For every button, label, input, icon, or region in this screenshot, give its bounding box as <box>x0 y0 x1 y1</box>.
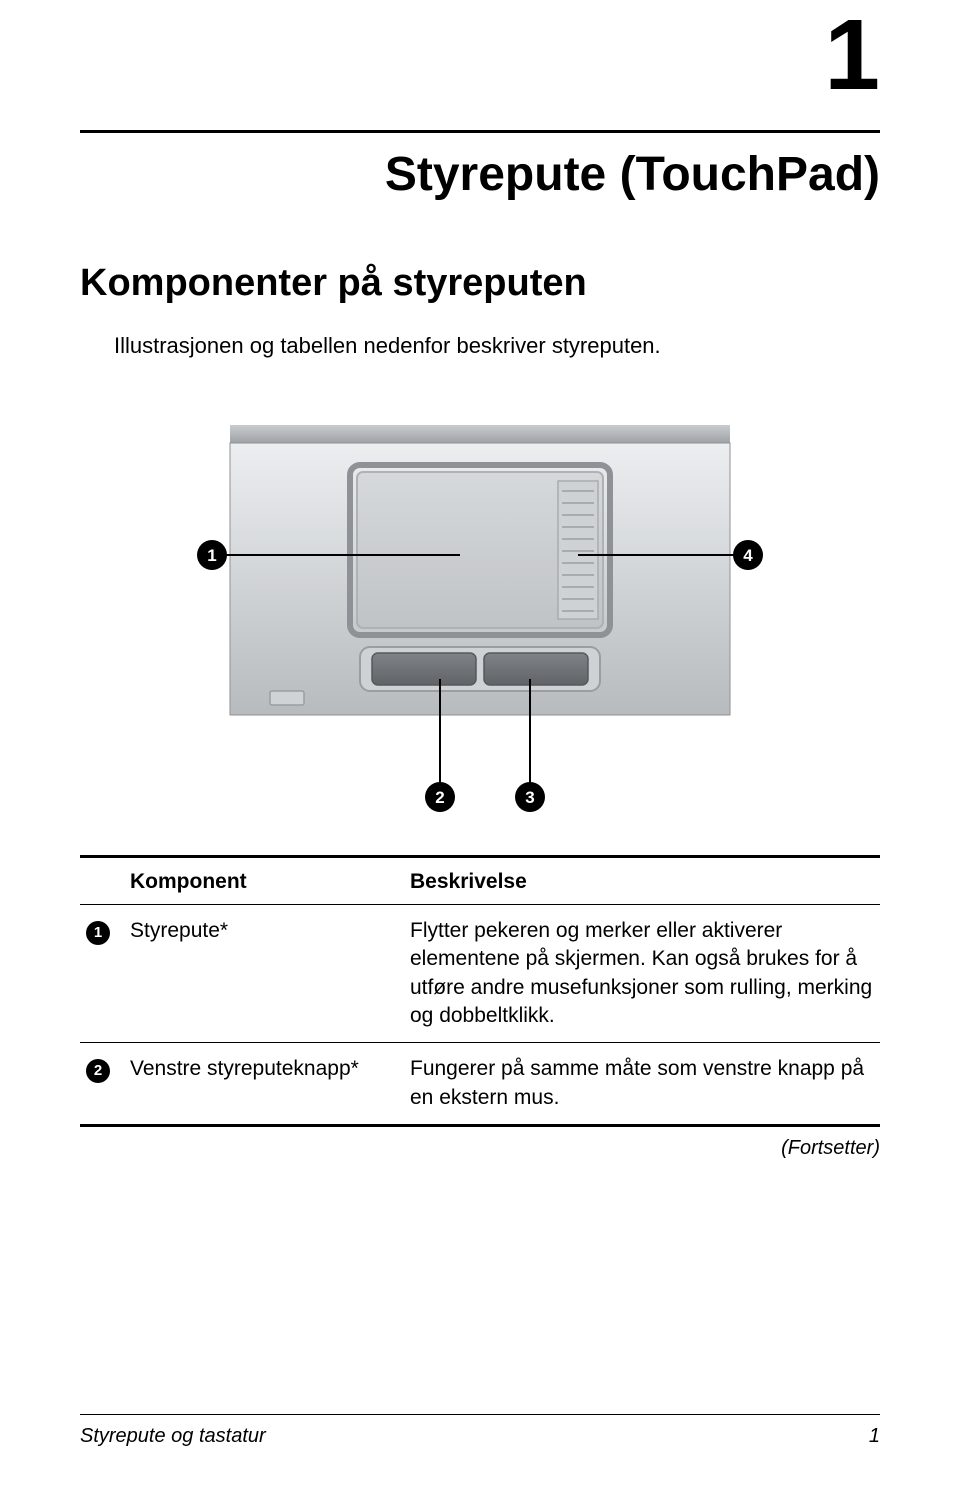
row-desc: Flytter pekeren og merker eller aktivere… <box>404 905 880 1043</box>
page-footer: Styrepute og tastatur 1 <box>80 1414 880 1448</box>
table-header-blank <box>80 858 124 905</box>
table-row: 1 Styrepute* Flytter pekeren og merker e… <box>80 905 880 1043</box>
touchpad-diagram: 1 4 2 3 <box>160 395 800 825</box>
section-intro: Illustrasjonen og tabellen nedenfor besk… <box>114 333 880 359</box>
row-name: Styrepute* <box>124 905 404 1043</box>
footer-rule <box>80 1414 880 1415</box>
table-header-description: Beskrivelse <box>404 858 880 905</box>
row-name: Venstre styreputeknapp* <box>124 1043 404 1126</box>
row-number-icon: 2 <box>86 1059 110 1083</box>
chapter-number: 1 <box>824 10 880 100</box>
table-row: 2 Venstre styreputeknapp* Fungerer på sa… <box>80 1043 880 1126</box>
footer-page-number: 1 <box>869 1425 880 1448</box>
chapter-title: Styrepute (TouchPad) <box>80 147 880 202</box>
svg-text:1: 1 <box>207 546 216 565</box>
footer-left: Styrepute og tastatur <box>80 1425 266 1448</box>
table-header-component: Komponent <box>124 858 404 905</box>
table-continues: (Fortsetter) <box>80 1137 880 1160</box>
row-number-icon: 1 <box>86 921 110 945</box>
chapter-rule <box>80 130 880 133</box>
section-title: Komponenter på styreputen <box>80 262 880 305</box>
svg-text:3: 3 <box>525 788 534 807</box>
row-desc: Fungerer på samme måte som venstre knapp… <box>404 1043 880 1126</box>
svg-text:2: 2 <box>435 788 444 807</box>
components-table: Komponent Beskrivelse 1 Styrepute* Flytt… <box>80 858 880 1127</box>
svg-text:4: 4 <box>743 546 753 565</box>
